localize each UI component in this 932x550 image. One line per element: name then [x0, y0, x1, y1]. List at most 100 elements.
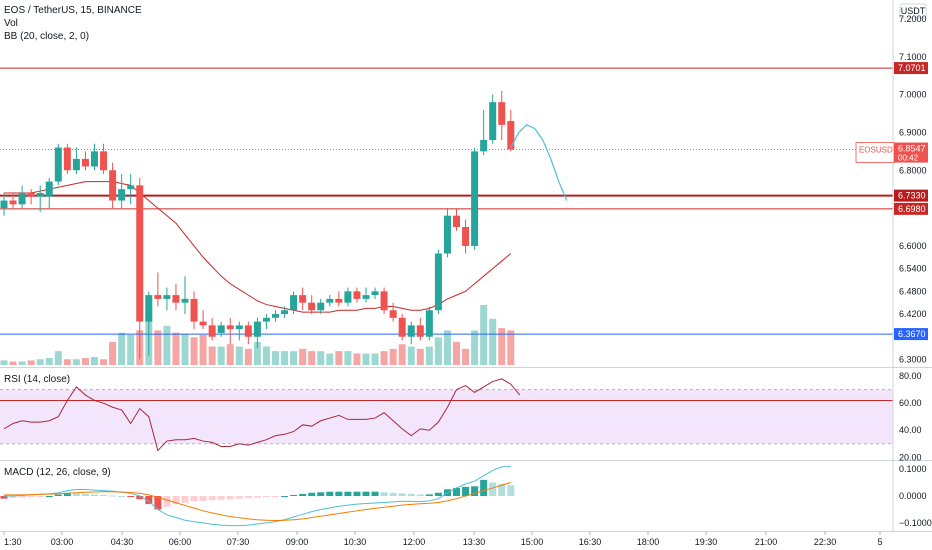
volume-bar: [253, 341, 261, 365]
price-tick-label: 6.9000: [899, 127, 927, 137]
last-price-label: 6.8547: [898, 144, 926, 154]
volume-bar: [36, 359, 44, 365]
volume-bar: [9, 361, 17, 365]
macd-histogram-bar: [398, 493, 406, 496]
volume-bar: [63, 359, 71, 365]
rsi-pane[interactable]: [0, 378, 893, 452]
macd-histogram-bar: [317, 492, 325, 496]
volume-bar: [498, 328, 506, 365]
volume-bar: [471, 330, 479, 365]
macd-histogram-bar: [389, 492, 397, 496]
time-label: 16:30: [579, 537, 602, 547]
macd-histogram-bar: [480, 479, 488, 496]
macd-histogram-bar: [326, 491, 334, 496]
candle-body: [54, 147, 62, 182]
symbol-title[interactable]: EOS / TetherUS, 15, BINANCE: [4, 5, 142, 16]
volume-bar: [226, 344, 234, 365]
candle-body: [18, 192, 26, 205]
level-price-tag: [894, 328, 928, 341]
macd-histogram-bar: [425, 494, 433, 496]
candle-body: [91, 151, 98, 167]
currency-label: USDT: [901, 6, 926, 16]
macd-pane[interactable]: [0, 465, 515, 527]
time-label: 12:00: [403, 537, 426, 547]
candle-body: [262, 317, 270, 322]
volume-bar: [109, 341, 117, 365]
macd-histogram-bar: [172, 496, 180, 505]
candle-body: [498, 102, 506, 125]
candle-body: [109, 170, 117, 201]
volume-bar: [317, 351, 325, 365]
candle-body: [380, 291, 388, 311]
time-label: 13:30: [463, 537, 486, 547]
candle-body: [217, 325, 225, 333]
volume-bar: [163, 325, 171, 365]
macd-histogram-bar: [63, 492, 71, 496]
level-price-label: 6.6980: [898, 204, 926, 214]
volume-bar: [353, 353, 361, 365]
candle-body: [317, 302, 325, 311]
candle-body: [27, 192, 35, 197]
volume-bar: [262, 346, 270, 365]
candle-body: [453, 215, 460, 228]
volume-bar: [443, 330, 451, 365]
macd-histogram-bar: [308, 492, 316, 496]
price-tick-label: 7.0000: [899, 90, 927, 100]
candle-body: [244, 325, 252, 337]
macd-histogram-bar: [371, 491, 379, 496]
macd-histogram-bar: [290, 494, 298, 496]
macd-histogram-bar: [199, 496, 207, 501]
candle-body: [371, 291, 379, 296]
macd-histogram-bar: [462, 486, 470, 496]
bb-label[interactable]: BB (20, close, 2, 0): [4, 31, 90, 42]
macd-histogram-bar: [190, 496, 198, 502]
macd-histogram-bar: [100, 494, 108, 496]
rsi-tick-label: 80.00: [899, 371, 922, 381]
volume-bar: [507, 330, 515, 365]
candle-body: [398, 317, 406, 337]
volume-bar: [480, 305, 488, 365]
macd-histogram-bar: [72, 493, 80, 496]
candle-body: [145, 295, 153, 322]
volume-bar: [344, 351, 352, 365]
time-label: 19:30: [695, 537, 718, 547]
candle-body: [100, 151, 108, 171]
candle-body: [308, 302, 316, 311]
vol-label[interactable]: Vol: [4, 18, 18, 29]
macd-histogram-bar: [434, 492, 442, 496]
volume-bar: [235, 346, 243, 365]
candle-body: [480, 139, 488, 152]
macd-label[interactable]: MACD (12, 26, close, 9): [4, 467, 111, 478]
macd-histogram-bar: [407, 493, 415, 496]
volume-bar: [127, 335, 135, 365]
time-label: 21:00: [755, 537, 778, 547]
price-tick-label: 7.1000: [899, 52, 927, 62]
volume-bar: [172, 332, 180, 365]
macd-histogram-bar: [109, 495, 117, 497]
forecast-curve: [510, 124, 568, 201]
volume-bar: [190, 337, 198, 365]
time-label: 5: [877, 537, 882, 547]
price-pane[interactable]: [0, 67, 893, 365]
macd-histogram-bar: [45, 496, 53, 497]
level-price-label: 6.3670: [898, 329, 926, 339]
volume-bar: [308, 351, 316, 365]
time-label: 22:30: [814, 537, 837, 547]
macd-histogram-bar: [217, 496, 225, 500]
macd-histogram-bar: [0, 496, 8, 499]
candle-body: [190, 298, 198, 322]
rsi-label[interactable]: RSI (14, close): [4, 374, 71, 385]
volume-bar: [416, 348, 424, 365]
macd-histogram-bar: [498, 483, 506, 496]
candle-body: [163, 295, 171, 299]
macd-histogram-bar: [335, 491, 343, 496]
price-tick-label: 6.3000: [899, 354, 927, 364]
macd-signal-line: [4, 482, 511, 522]
macd-histogram-bar: [380, 492, 388, 496]
candle-body: [335, 298, 343, 303]
macd-histogram-bar: [145, 496, 153, 505]
candle-body: [299, 295, 307, 303]
time-label: 09:00: [286, 537, 309, 547]
